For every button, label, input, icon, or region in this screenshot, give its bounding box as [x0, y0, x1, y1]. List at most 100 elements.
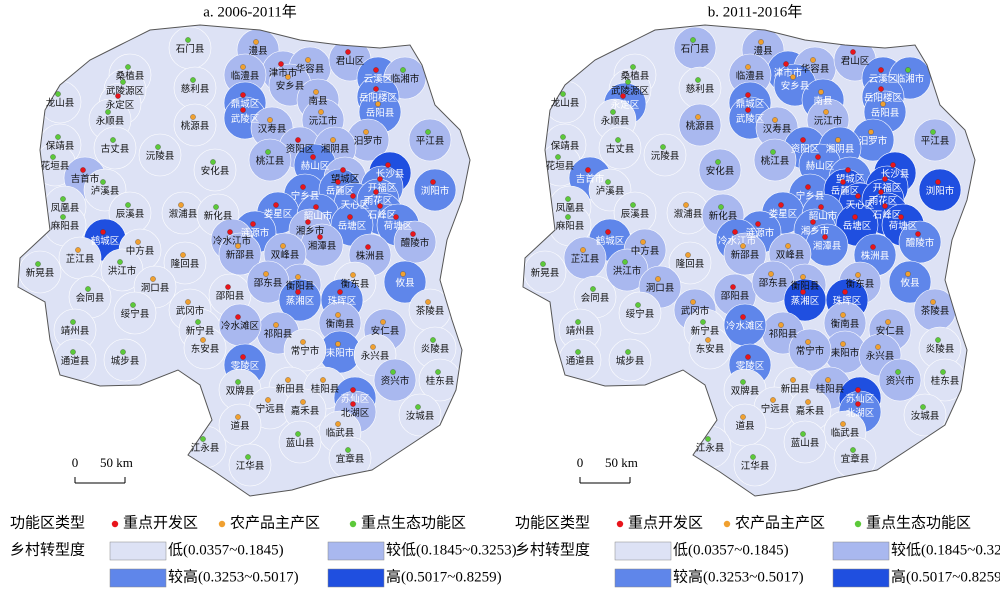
- county-area: [373, 358, 417, 402]
- county-label: 隆回县: [676, 258, 705, 270]
- county-area: [753, 138, 797, 182]
- county-area: [598, 126, 642, 170]
- function-dot: [805, 339, 811, 345]
- function-dot: [770, 149, 776, 155]
- legend-swatch: [614, 541, 672, 561]
- county-label: 岳麓区: [326, 185, 355, 197]
- county-label: 江永县: [696, 442, 725, 454]
- legend-dot: [616, 520, 624, 528]
- function-dot: [375, 101, 381, 107]
- county-label: 东安县: [696, 343, 725, 355]
- function-dot: [130, 302, 136, 308]
- county-label: 冷水江市: [213, 235, 252, 247]
- legend-label: 重点生态功能区: [866, 514, 971, 531]
- county-label: 武陵区: [736, 113, 765, 125]
- county-label: 涟源市: [241, 227, 270, 239]
- county-label: 溆浦县: [169, 208, 198, 220]
- county-label: 冷水滩区: [726, 320, 765, 332]
- function-dot: [605, 179, 611, 185]
- county-label: 赫山区: [301, 161, 330, 172]
- function-dot: [345, 447, 351, 453]
- county-label: 湘阴县: [321, 143, 350, 155]
- legend-label: 重点开发区: [123, 514, 198, 531]
- county-label: 安仁县: [876, 325, 905, 337]
- county-label: 资阳区: [286, 144, 315, 155]
- legend-swatch: [614, 568, 672, 588]
- function-dot: [770, 397, 776, 403]
- scale-label: 0: [577, 455, 584, 470]
- function-dot: [295, 431, 301, 437]
- county-label: 桃江县: [256, 155, 285, 167]
- function-dot: [625, 79, 631, 85]
- function-dot: [350, 401, 356, 407]
- function-dot: [335, 312, 341, 318]
- function-dot: [745, 354, 751, 360]
- function-dot: [213, 204, 219, 210]
- function-dot: [75, 247, 81, 253]
- county-label: 宜章县: [336, 453, 365, 465]
- function-dot: [300, 339, 306, 345]
- function-dot: [240, 64, 246, 70]
- function-dot: [180, 252, 186, 258]
- legend-label: 低(0.0357~0.1845): [168, 541, 284, 558]
- county-label: 桃源县: [181, 120, 210, 132]
- county-area: [723, 403, 767, 447]
- county-label: 浏阳市: [421, 185, 450, 197]
- county-label: 会同县: [76, 292, 105, 304]
- county-label: 安化县: [706, 165, 735, 177]
- function-dot: [695, 77, 701, 83]
- function-dot: [225, 284, 231, 290]
- function-dot: [235, 414, 241, 420]
- function-dot: [810, 57, 816, 63]
- county-label: 桂东县: [426, 375, 455, 387]
- county-label: 新晃县: [26, 267, 55, 279]
- county-label: 武陵源区: [106, 85, 145, 97]
- county-area: [103, 338, 147, 382]
- county-label: 凤凰县: [51, 203, 80, 214]
- county-label: 永顺县: [601, 115, 630, 127]
- county-label: 临湘市: [391, 73, 420, 85]
- county-label: 临武县: [326, 427, 355, 439]
- county-label: 湘潭县: [308, 240, 337, 252]
- county-area: [113, 291, 157, 335]
- function-dot: [210, 159, 216, 165]
- county-label: 江永县: [191, 442, 220, 454]
- function-dot: [878, 86, 884, 92]
- function-dot: [705, 436, 711, 442]
- county-label: 宁远县: [761, 403, 790, 415]
- function-dot: [560, 91, 566, 97]
- function-dot: [705, 337, 711, 343]
- function-dot: [300, 184, 306, 190]
- county-label: 常宁市: [291, 345, 320, 357]
- function-dot: [55, 91, 61, 97]
- county-label: 望城区: [836, 173, 865, 185]
- function-dot: [620, 93, 626, 99]
- function-dot: [575, 349, 581, 355]
- function-dot: [317, 234, 323, 240]
- county-area: [783, 420, 827, 464]
- county-label: 道县: [735, 420, 754, 432]
- function-dot: [785, 243, 791, 249]
- county-label: 汝城县: [406, 410, 435, 422]
- function-dot: [560, 134, 566, 140]
- function-dot: [253, 39, 259, 45]
- county-label: 华容县: [801, 63, 830, 75]
- county-area: [138, 133, 182, 177]
- county-label: 隆回县: [171, 258, 200, 270]
- function-dot: [660, 144, 666, 150]
- county-label: 安乡县: [276, 80, 305, 92]
- county-area: [618, 291, 662, 335]
- function-dot: [800, 137, 806, 143]
- county-label: 泸溪县: [596, 185, 625, 197]
- county-label: 株洲县: [356, 250, 385, 262]
- county-label: 耒阳市: [831, 347, 860, 359]
- county-label: 保靖县: [551, 140, 580, 152]
- function-dot: [340, 167, 346, 173]
- county-label: 东安县: [191, 343, 220, 355]
- function-dot: [635, 302, 641, 308]
- county-label: 资阳区: [791, 144, 820, 155]
- county-label: 新宁县: [186, 325, 215, 337]
- county-area: [163, 241, 207, 285]
- county-label: 湘乡市: [801, 225, 830, 237]
